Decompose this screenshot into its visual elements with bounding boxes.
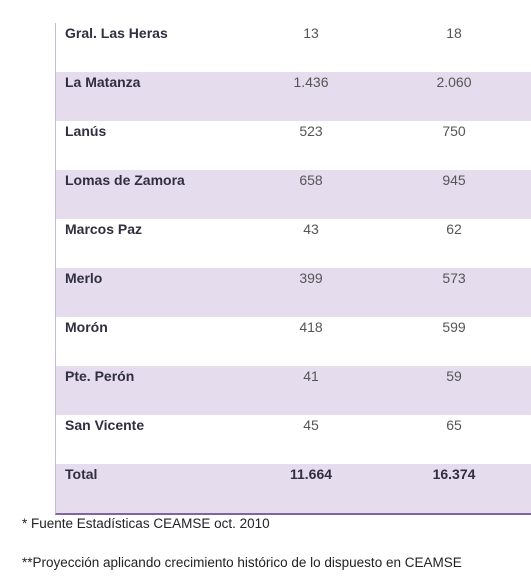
table-cell: Merlo (65, 270, 103, 286)
table-row: Lomas de Zamora 658 945 (56, 170, 531, 219)
table-row: Marcos Paz 43 62 (56, 219, 531, 268)
table-cell: San Vicente (65, 417, 145, 433)
table-cell: 2.060 (436, 74, 472, 90)
table-cell: 41 (303, 368, 319, 384)
table-cell: Pte. Perón (65, 368, 135, 384)
table-row: Total 11.664 16.374 (56, 464, 531, 513)
footnote: * Fuente Estadísticas CEAMSE oct. 2010 (22, 516, 270, 531)
table-row: Merlo 399 573 (56, 268, 531, 317)
table-row: San Vicente 45 65 (56, 415, 531, 464)
table-row: La Matanza 1.436 2.060 (56, 72, 531, 121)
table-cell: 523 (299, 123, 323, 139)
table-cell: 43 (303, 221, 319, 237)
table-cell: 599 (442, 319, 466, 335)
table-row: Pte. Perón 41 59 (56, 366, 531, 415)
table-cell: 16.374 (432, 466, 476, 482)
table-cell: 945 (442, 172, 466, 188)
table-cell: 399 (299, 270, 323, 286)
table-cell: 65 (446, 417, 462, 433)
table-cell: 18 (446, 25, 462, 41)
table: Gral. Las Heras 13 18 La Matanza 1.436 2.060 L… (55, 23, 531, 515)
table-cell: 750 (442, 123, 466, 139)
table-cell: 13 (303, 25, 319, 41)
table-cell: 573 (442, 270, 466, 286)
table-cell: Lanús (65, 123, 107, 139)
table-cell: La Matanza (65, 74, 141, 90)
table-cell: Total (65, 466, 98, 482)
table-cell: 418 (299, 319, 323, 335)
table-cell: Marcos Paz (65, 221, 143, 237)
table-cell: 45 (303, 417, 319, 433)
table-row: Lanús 523 750 (56, 121, 531, 170)
table-cell: 59 (446, 368, 462, 384)
table-cell: 62 (446, 221, 462, 237)
table-cell: Lomas de Zamora (65, 172, 185, 188)
table-cell: 658 (299, 172, 323, 188)
table-cell: 1.436 (293, 74, 329, 90)
table-row: Morón 418 599 (56, 317, 531, 366)
footnote: **Proyección aplicando crecimiento histó… (22, 555, 462, 570)
table-row: Gral. Las Heras 13 18 (56, 23, 531, 72)
table-cell: 11.664 (289, 466, 333, 482)
table-cell: Gral. Las Heras (65, 25, 168, 41)
table-cell: Morón (65, 319, 108, 335)
